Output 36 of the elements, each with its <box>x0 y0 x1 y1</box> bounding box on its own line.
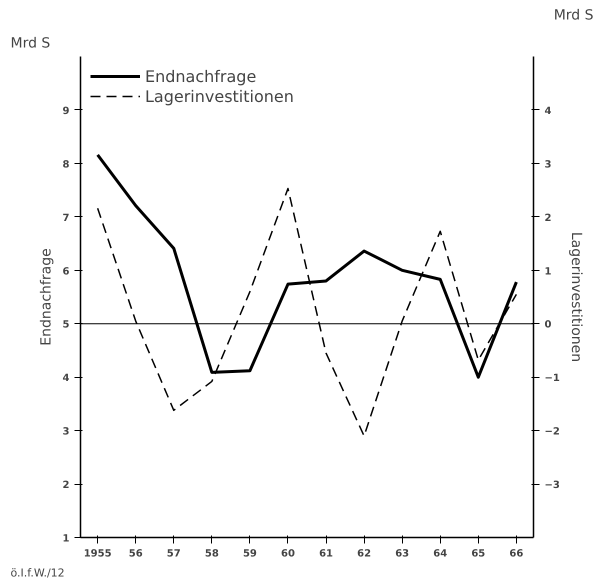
x-tick-label: 62 <box>357 548 372 560</box>
y-tick-label: 2 <box>62 480 70 492</box>
y-tick-label: 8 <box>62 159 70 170</box>
y-tick-label: 1 <box>62 534 70 544</box>
y2-tick-label: −3 <box>544 480 560 492</box>
text: Mrd S <box>10 36 50 52</box>
text: ö.I.f.W./12 <box>10 566 65 580</box>
x-tick-label: 58 <box>204 548 219 560</box>
y2-tick-label: 0 <box>544 320 552 331</box>
y-tick-label: 7 <box>62 212 70 224</box>
x-tick-label: 57 <box>166 548 181 560</box>
x-tick-label: 56 <box>128 548 143 560</box>
y2-axis-title: Lagerinvestitionen <box>568 232 584 362</box>
x-tick-label: 59 <box>242 548 257 560</box>
legend-label: Endnachfrage <box>145 66 256 86</box>
y-tick-label: 6 <box>62 266 70 278</box>
y2-tick-label: 3 <box>544 159 552 170</box>
text: Mrd S <box>554 8 594 24</box>
legend-label: Lagerinvestitionen <box>145 86 294 106</box>
y-tick-label: 3 <box>62 426 70 438</box>
y2-tick-label: 2 <box>544 212 552 224</box>
y-tick-label: 9 <box>62 106 70 117</box>
x-tick-label: 1955 <box>84 548 112 560</box>
x-tick-label: 60 <box>281 548 295 560</box>
x-tick-label: 64 <box>433 548 448 560</box>
y-tick-label: 5 <box>62 320 70 331</box>
x-tick-label: 65 <box>471 548 486 560</box>
y2-tick-label: −2 <box>544 426 560 438</box>
y2-tick-label: −1 <box>544 373 560 384</box>
y2-tick-label: 1 <box>544 266 552 278</box>
y-axis-title: Endnachfrage <box>38 248 55 346</box>
y2-tick-label: 4 <box>544 106 552 117</box>
y-tick-label: 4 <box>62 373 70 384</box>
x-tick-label: 61 <box>319 548 334 560</box>
x-tick-label: 63 <box>395 548 410 560</box>
x-tick-label: 66 <box>509 548 524 560</box>
